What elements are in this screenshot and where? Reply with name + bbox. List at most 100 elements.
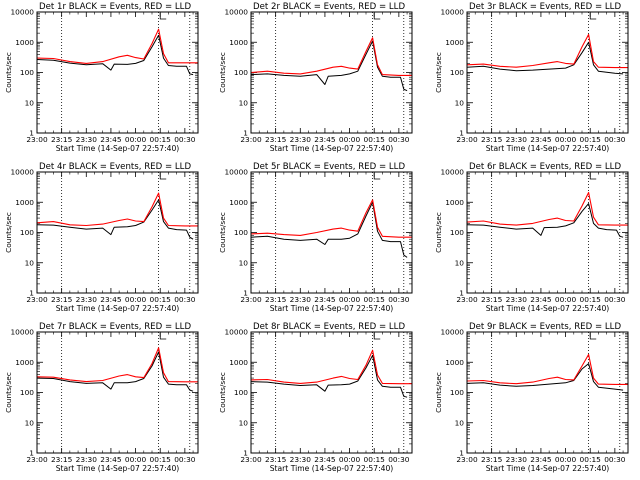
x-tick-label: 23:30 xyxy=(290,295,312,304)
y-tick-label: 1000 xyxy=(15,198,34,207)
plot-frame xyxy=(250,11,413,134)
chart-panel: Det 7r BLACK = Events, RED = LLD Counts/s… xyxy=(4,322,199,473)
events-series-line xyxy=(466,41,624,75)
x-tick-label: 00:00 xyxy=(555,135,577,144)
chart-panel: Det 2r BLACK = Events, RED = LLD Counts/s… xyxy=(218,2,413,153)
y-tick-label: 1000 xyxy=(15,358,34,367)
plot-frame xyxy=(36,171,199,294)
y-tick-label: 1000 xyxy=(445,198,464,207)
x-tick-label: 23:15 xyxy=(265,455,287,464)
x-tick-label: 23:30 xyxy=(76,455,98,464)
lld-series-line xyxy=(466,353,628,385)
lld-series-line xyxy=(250,199,412,238)
x-tick-label: 23:45 xyxy=(100,135,122,144)
plot-frame xyxy=(36,11,199,134)
x-tick-label: 23:00 xyxy=(26,295,48,304)
x-tick-label: 23:45 xyxy=(100,455,122,464)
x-axis-label: Start Time (14-Sep-07 22:57:40) xyxy=(56,144,180,153)
chart-title: Det 1r BLACK = Events, RED = LLD xyxy=(39,2,191,12)
chart-panel: Det 6r BLACK = Events, RED = LLD Counts/s… xyxy=(434,162,629,313)
events-series-line xyxy=(36,199,194,240)
plot-frame xyxy=(36,331,199,454)
x-tick-label: 23:00 xyxy=(456,455,478,464)
x-tick-label: 23:00 xyxy=(240,295,262,304)
x-tick-label: 23:45 xyxy=(314,455,336,464)
x-tick-label: 23:45 xyxy=(530,455,552,464)
chart-title: Det 7r BLACK = Events, RED = LLD xyxy=(39,322,191,332)
chart-panel: Det 9r BLACK = Events, RED = LLD Counts/s… xyxy=(434,322,629,473)
y-tick-label: 100 xyxy=(20,228,34,237)
x-tick-label: 23:45 xyxy=(530,295,552,304)
x-tick-label: 23:15 xyxy=(481,135,503,144)
bracket-marker xyxy=(159,333,167,340)
y-tick-label: 10000 xyxy=(10,328,34,337)
chart-panel: Det 3r BLACK = Events, RED = LLD Counts/s… xyxy=(434,2,629,153)
y-tick-label: 10 xyxy=(455,418,465,427)
x-tick-label: 23:15 xyxy=(481,455,503,464)
events-series-line xyxy=(250,201,408,258)
y-tick-label: 100 xyxy=(20,388,34,397)
chart-title: Det 8r BLACK = Events, RED = LLD xyxy=(253,322,405,332)
bracket-marker xyxy=(159,13,167,20)
x-tick-label: 00:00 xyxy=(125,455,147,464)
chart-panel: Det 1r BLACK = Events, RED = LLD Counts/s… xyxy=(4,2,199,153)
x-tick-label: 00:00 xyxy=(339,135,361,144)
bracket-marker xyxy=(589,333,597,340)
y-axis-label: Counts/sec xyxy=(434,52,443,93)
y-tick-label: 100 xyxy=(450,228,464,237)
lld-series-line xyxy=(466,191,628,226)
x-axis-label: Start Time (14-Sep-07 22:57:40) xyxy=(486,464,610,473)
y-tick-label: 10 xyxy=(25,418,35,427)
y-tick-label: 1000 xyxy=(445,38,464,47)
x-tick-label: 23:45 xyxy=(314,135,336,144)
x-tick-label: 00:00 xyxy=(555,295,577,304)
y-tick-label: 10000 xyxy=(224,168,248,177)
y-tick-label: 1 xyxy=(243,449,248,458)
plot-frame xyxy=(250,331,413,454)
x-tick-label: 00:15 xyxy=(150,135,172,144)
events-series-line xyxy=(36,351,194,392)
chart-title: Det 9r BLACK = Events, RED = LLD xyxy=(469,322,621,332)
chart-panel: Det 4r BLACK = Events, RED = LLD Counts/s… xyxy=(4,162,199,313)
x-tick-label: 00:30 xyxy=(174,295,196,304)
y-axis-label: Counts/sec xyxy=(218,52,227,93)
x-tick-label: 23:00 xyxy=(26,455,48,464)
chart-title: Det 6r BLACK = Events, RED = LLD xyxy=(469,162,621,172)
bracket-marker xyxy=(373,333,381,340)
y-tick-label: 1000 xyxy=(15,38,34,47)
x-tick-label: 00:00 xyxy=(339,455,361,464)
x-tick-label: 23:45 xyxy=(314,295,336,304)
y-tick-label: 1 xyxy=(29,289,34,298)
x-tick-label: 00:15 xyxy=(580,135,602,144)
x-tick-label: 23:15 xyxy=(51,295,73,304)
y-tick-label: 10 xyxy=(239,258,249,267)
y-axis-label: Counts/sec xyxy=(434,372,443,413)
x-tick-label: 23:30 xyxy=(290,455,312,464)
x-tick-label: 23:00 xyxy=(456,135,478,144)
events-series-line xyxy=(466,203,624,238)
x-tick-label: 00:15 xyxy=(150,455,172,464)
y-tick-label: 100 xyxy=(234,388,248,397)
chart-title: Det 2r BLACK = Events, RED = LLD xyxy=(253,2,405,12)
y-axis-label: Counts/sec xyxy=(4,372,13,413)
x-tick-label: 23:15 xyxy=(265,295,287,304)
x-tick-label: 00:30 xyxy=(604,455,626,464)
x-tick-label: 00:00 xyxy=(555,455,577,464)
x-tick-label: 23:30 xyxy=(290,135,312,144)
y-tick-label: 100 xyxy=(20,68,34,77)
events-series-line xyxy=(466,363,624,391)
y-tick-label: 10 xyxy=(455,258,465,267)
x-axis-label: Start Time (14-Sep-07 22:57:40) xyxy=(486,144,610,153)
y-tick-label: 10 xyxy=(239,98,249,107)
x-tick-label: 00:30 xyxy=(388,135,410,144)
lld-series-line xyxy=(36,192,198,227)
y-tick-label: 10000 xyxy=(10,168,34,177)
x-tick-label: 23:00 xyxy=(26,135,48,144)
plot-frame xyxy=(466,171,629,294)
x-tick-label: 23:45 xyxy=(530,135,552,144)
bracket-marker xyxy=(159,173,167,180)
y-tick-label: 1 xyxy=(459,289,464,298)
x-tick-label: 00:30 xyxy=(388,455,410,464)
y-tick-label: 1 xyxy=(459,449,464,458)
